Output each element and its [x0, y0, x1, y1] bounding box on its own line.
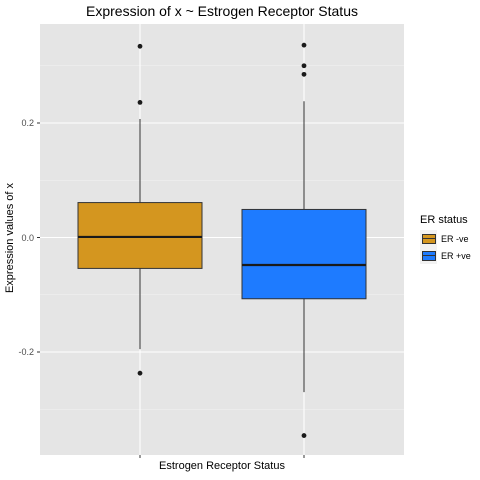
- y-tick-label: 0.0: [21, 232, 34, 243]
- outlier-point: [137, 370, 143, 376]
- legend-label-er-negative: ER -ve: [441, 233, 469, 244]
- y-axis-label: Expression values of x: [4, 182, 16, 294]
- legend: ER status ER -ve ER +ve: [420, 214, 471, 264]
- outlier-point: [137, 43, 143, 49]
- outlier-point: [301, 42, 307, 48]
- legend-key-er-positive: [420, 247, 437, 264]
- box-er-positive: [241, 42, 367, 438]
- legend-title: ER status: [420, 214, 468, 226]
- interquartile-box: [77, 202, 203, 269]
- outlier-point: [301, 433, 307, 438]
- outlier-point: [301, 71, 307, 77]
- boxes: [77, 42, 367, 438]
- x-axis-label: Estrogen Receptor Status: [159, 460, 285, 472]
- legend-item-er-positive: ER +ve: [420, 247, 471, 264]
- legend-item-er-negative: ER -ve: [420, 230, 471, 247]
- outlier-point: [137, 99, 143, 105]
- y-tick-label: -0.2: [18, 347, 34, 357]
- outlier-point: [301, 63, 307, 69]
- legend-key-er-negative: [420, 230, 437, 247]
- y-tick-label: 0.2: [21, 118, 34, 128]
- interquartile-box: [241, 208, 367, 300]
- chart-title: Expression of x ~ Estrogen Receptor Stat…: [86, 3, 358, 19]
- legend-label-er-positive: ER +ve: [441, 250, 471, 261]
- axis-ticks: [37, 122, 305, 458]
- box-er-negative: [77, 43, 203, 376]
